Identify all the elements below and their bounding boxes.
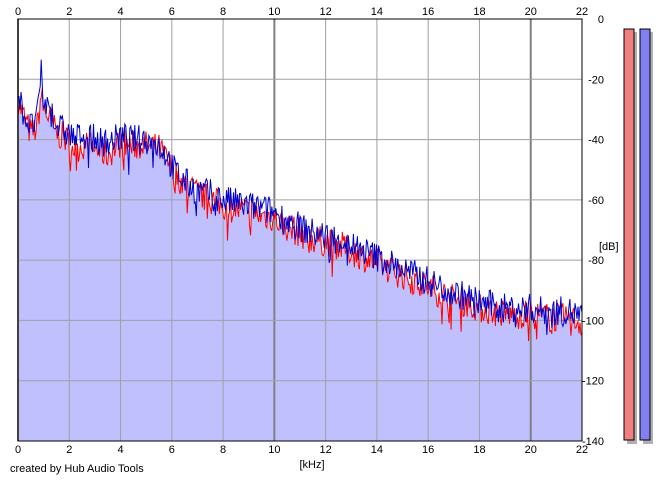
y-tick-label: -40 [588, 135, 604, 147]
y-tick-label: -140 [582, 436, 604, 448]
x-tick-label-bottom: 4 [117, 444, 123, 456]
x-tick-label-top: 6 [169, 6, 175, 18]
x-tick-label-top: 14 [371, 6, 383, 18]
y-tick-label: 0 [598, 14, 604, 26]
x-tick-label-bottom: 16 [422, 444, 434, 456]
y-tick-label: -100 [582, 315, 604, 327]
y-tick-label: -60 [588, 195, 604, 207]
plot-area [17, 18, 583, 442]
x-tick-label-bottom: 2 [66, 444, 72, 456]
x-tick-label-top: 12 [320, 6, 332, 18]
series-line-right [17, 59, 583, 335]
y-tick-label: -20 [588, 74, 604, 86]
x-tick-label-bottom: 14 [371, 444, 383, 456]
x-tick-label-top: 8 [220, 6, 226, 18]
x-tick-label-top: 18 [473, 6, 485, 18]
y-tick-label: -80 [588, 255, 604, 267]
level-meter-right [639, 28, 651, 441]
x-tick-label-bottom: 12 [320, 444, 332, 456]
x-axis-label: [kHz] [299, 459, 324, 471]
x-tick-label-bottom: 20 [525, 444, 537, 456]
y-axis-label: [dB] [599, 241, 619, 253]
x-tick-label-top: 0 [15, 6, 21, 18]
plot-border [17, 18, 583, 442]
x-tick-label-bottom: 18 [473, 444, 485, 456]
x-tick-label-top: 22 [576, 6, 588, 18]
spectrum-fill [18, 88, 582, 441]
x-tick-label-bottom: 0 [15, 444, 21, 456]
y-tick-label: -120 [582, 376, 604, 388]
x-tick-label-bottom: 6 [169, 444, 175, 456]
axes: 002244668810101212141416161818202022220-… [15, 6, 619, 471]
level-meters [623, 28, 653, 444]
x-tick-label-top: 10 [268, 6, 280, 18]
level-meter-left [623, 28, 635, 441]
x-tick-label-top: 16 [422, 6, 434, 18]
credit-text: created by Hub Audio Tools [10, 463, 144, 475]
x-tick-label-bottom: 10 [268, 444, 280, 456]
series-line-left [17, 88, 583, 342]
x-tick-label-top: 20 [525, 6, 537, 18]
x-tick-label-bottom: 8 [220, 444, 226, 456]
x-tick-label-top: 4 [117, 6, 123, 18]
x-tick-label-top: 2 [66, 6, 72, 18]
x-tick-label-bottom: 22 [576, 444, 588, 456]
